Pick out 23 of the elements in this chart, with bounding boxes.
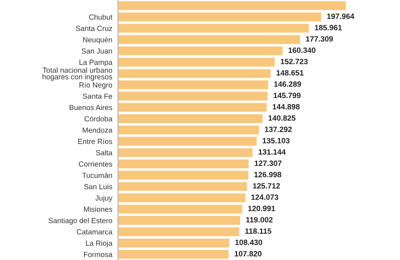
bar xyxy=(118,58,275,67)
bar xyxy=(118,170,248,180)
bar xyxy=(118,148,253,158)
bar xyxy=(118,12,322,22)
bar xyxy=(118,227,240,236)
bar xyxy=(118,114,263,124)
bar xyxy=(118,136,257,146)
bar xyxy=(118,250,229,259)
bar xyxy=(118,92,268,100)
bar xyxy=(118,160,249,168)
bar xyxy=(118,80,268,90)
bar xyxy=(118,182,248,191)
bar xyxy=(118,238,230,248)
bar xyxy=(118,1,346,10)
bar xyxy=(118,193,246,202)
bar xyxy=(118,102,267,112)
bar xyxy=(118,69,271,78)
bar xyxy=(118,46,283,56)
bar xyxy=(118,35,300,44)
bar xyxy=(118,204,242,214)
bar xyxy=(118,126,259,134)
bar xyxy=(118,24,309,33)
bar xyxy=(118,216,240,225)
